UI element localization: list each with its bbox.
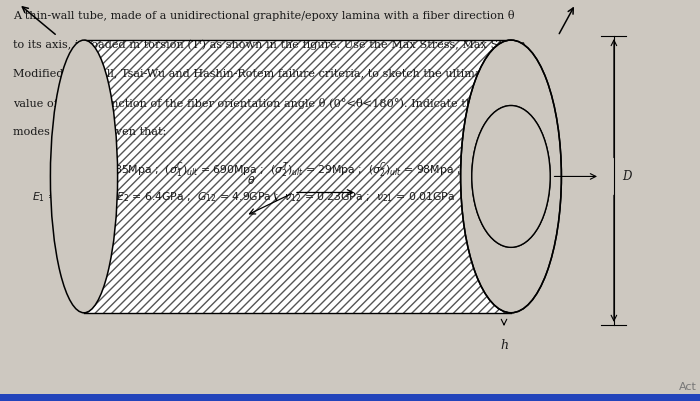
Text: $\theta$: $\theta$ — [247, 174, 256, 186]
Text: to its axis, is loaded in torsion (Tⁱ) as shown in the figure. Use the Max Stres: to its axis, is loaded in torsion (Tⁱ) a… — [13, 39, 529, 50]
FancyBboxPatch shape — [84, 40, 511, 313]
Text: $E_1$ = 294GPa ;  $E_2$ = 6.4GPa ;  $G_{12}$ = 4.9GPa ;  $\nu_{12}$ = 0.23GPa ; : $E_1$ = 294GPa ; $E_2$ = 6.4GPa ; $G_{12… — [32, 190, 454, 204]
Bar — [0, 394, 700, 401]
Ellipse shape — [461, 40, 561, 313]
Text: h: h — [500, 339, 508, 352]
Text: Modified Tsai-Hill, Tsai-Wu and Hashin-Rotem failure criteria, to sketch the ult: Modified Tsai-Hill, Tsai-Wu and Hashin-R… — [13, 69, 492, 79]
Ellipse shape — [50, 40, 118, 313]
Text: A thin-wall tube, made of a unidirectional graphite/epoxy lamina with a fiber di: A thin-wall tube, made of a unidirection… — [13, 10, 514, 21]
Text: D: D — [622, 170, 631, 183]
Ellipse shape — [472, 105, 550, 247]
Text: Act: Act — [678, 382, 696, 392]
Text: value of τⁱ as a function of the fiber orientation angle θ (0°<θ<180°). Indicate: value of τⁱ as a function of the fiber o… — [13, 98, 520, 109]
Ellipse shape — [461, 40, 561, 313]
Text: $(\sigma_1^T)_{ult}$ = 985Mpa ;  $(\sigma_1^C)_{ult}$ = 690Mpa ;  $(\sigma_2^T)_: $(\sigma_1^T)_{ult}$ = 985Mpa ; $(\sigma… — [60, 160, 556, 180]
Text: modes regions. Given that:: modes regions. Given that: — [13, 127, 166, 137]
